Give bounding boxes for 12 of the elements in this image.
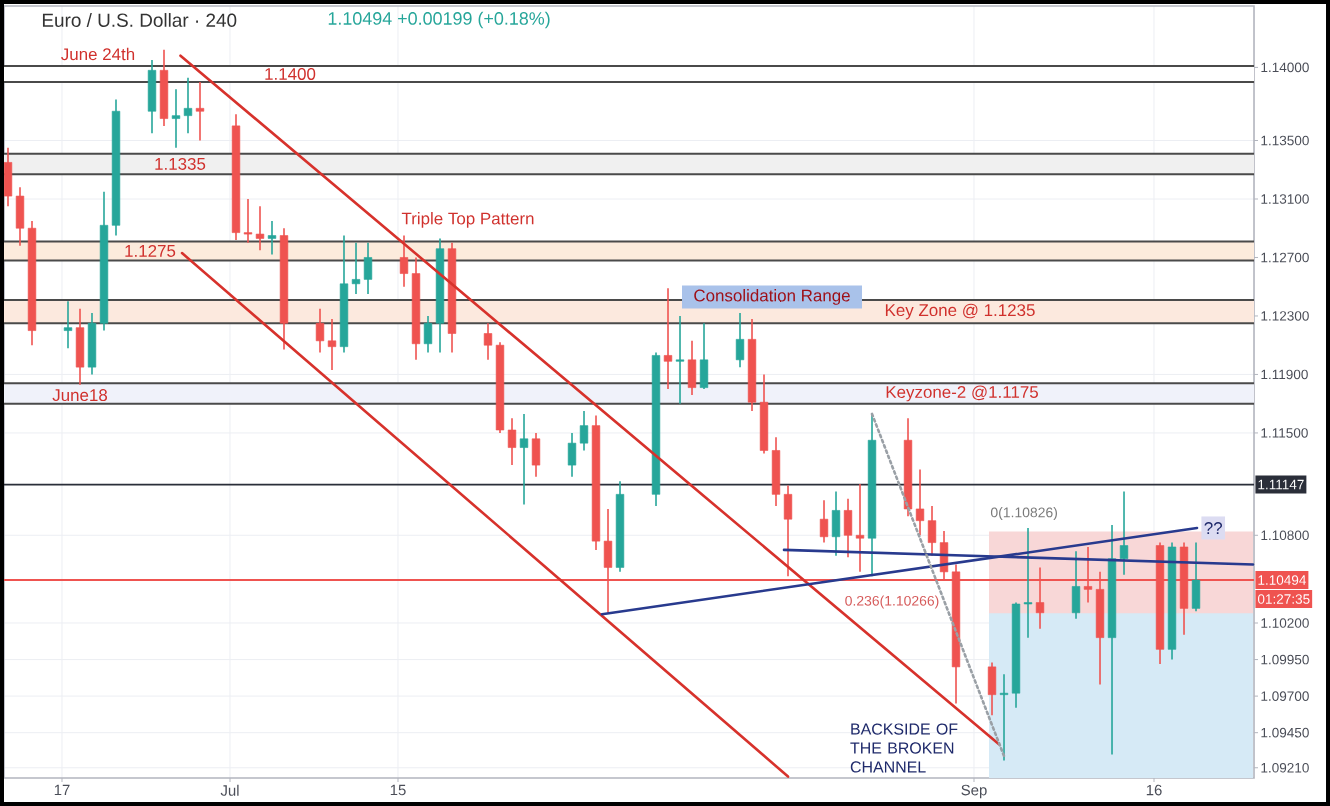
annotation: Consolidation Range	[694, 289, 850, 305]
annotation: Triple Top Pattern	[401, 212, 534, 228]
band-label: Keyzone-2 @1.1175	[886, 385, 1038, 402]
chart-title: Euro / U.S. Dollar · 240	[42, 13, 237, 27]
band-label: 1.1400	[265, 67, 316, 80]
annotation: ??	[1204, 522, 1223, 534]
chart-subtitle: 1.10494 +0.00199 (+0.18%)	[328, 11, 550, 29]
band-label: Key Zone @ 1.1235	[885, 303, 1035, 320]
annotation: June18	[52, 389, 108, 402]
annotation: June 24th	[61, 47, 135, 61]
band-label: 1.1335	[155, 157, 206, 170]
band-label: 1.1275	[125, 244, 176, 257]
